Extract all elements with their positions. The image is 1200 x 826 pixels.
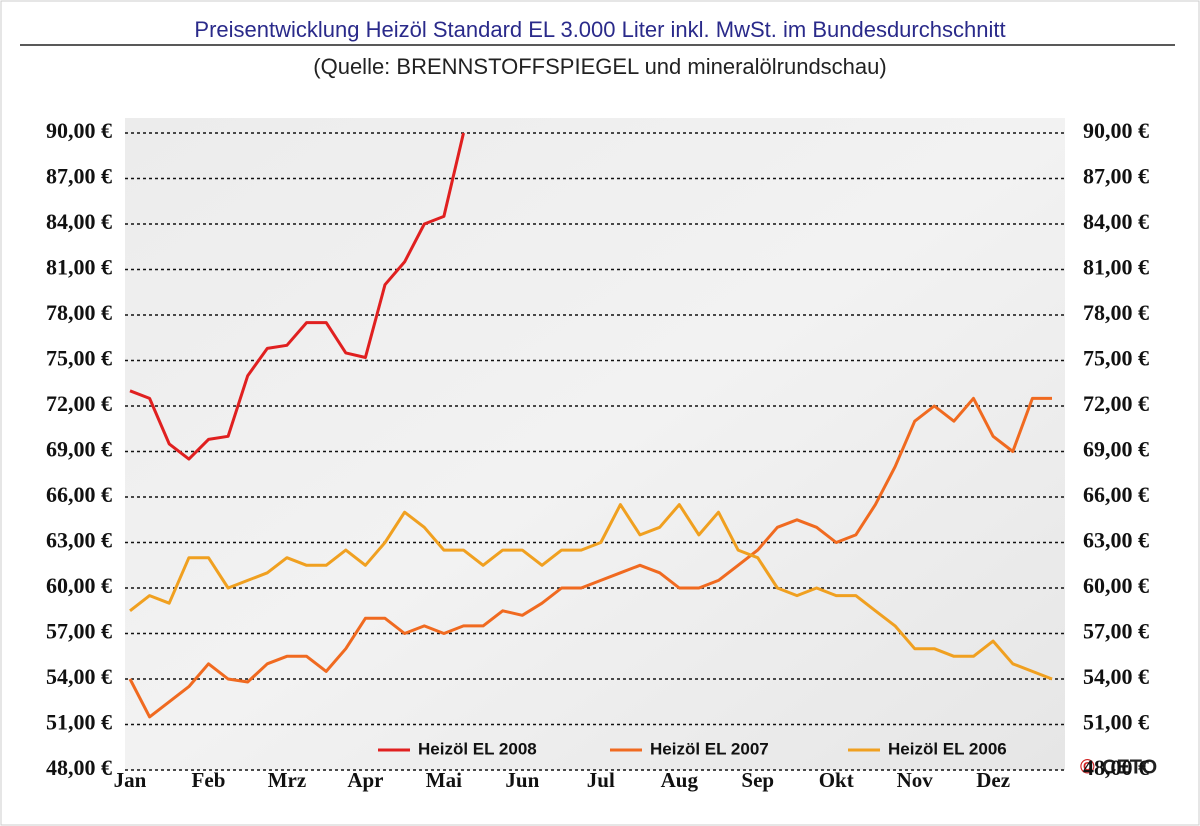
legend-label: Heizöl EL 2008: [418, 739, 537, 758]
y2-tick-label: 69,00 €: [1083, 437, 1149, 462]
x-tick-label: Okt: [819, 768, 854, 792]
y-tick-label: 84,00 €: [46, 209, 112, 234]
y-tick-label: 63,00 €: [46, 528, 112, 553]
y2-tick-label: 66,00 €: [1083, 482, 1149, 507]
x-tick-label: Dez: [976, 768, 1010, 792]
chart-subtitle: (Quelle: BRENNSTOFFSPIEGEL und mineralöl…: [313, 54, 886, 79]
y2-tick-label: 78,00 €: [1083, 300, 1149, 325]
y2-tick-label: 60,00 €: [1083, 573, 1149, 598]
y-tick-label: 51,00 €: [46, 710, 112, 735]
x-tick-label: Sep: [741, 768, 774, 792]
x-tick-label: Nov: [897, 768, 934, 792]
y2-tick-label: 54,00 €: [1083, 664, 1149, 689]
y-tick-label: 75,00 €: [46, 346, 112, 371]
y-tick-label: 48,00 €: [46, 755, 112, 780]
x-tick-label: Mai: [426, 768, 462, 792]
y2-tick-label: 87,00 €: [1083, 164, 1149, 189]
x-tick-label: Jan: [114, 768, 147, 792]
y-tick-label: 54,00 €: [46, 664, 112, 689]
x-tick-label: Feb: [192, 768, 226, 792]
y-tick-label: 87,00 €: [46, 164, 112, 189]
series-line: [129, 503, 1053, 681]
series-line: [129, 132, 465, 461]
legend-label: Heizöl EL 2006: [888, 739, 1007, 758]
y-tick-label: 72,00 €: [46, 391, 112, 416]
legend-label: Heizöl EL 2007: [650, 739, 769, 758]
x-tick-label: Jul: [587, 768, 615, 792]
x-tick-label: Apr: [347, 768, 383, 792]
x-tick-label: Jun: [505, 768, 539, 792]
series-line: [128, 396, 1052, 719]
y-tick-label: 57,00 €: [46, 619, 112, 644]
y-tick-label: 69,00 €: [46, 437, 112, 462]
y2-tick-label: 72,00 €: [1083, 391, 1149, 416]
y2-tick-label: 75,00 €: [1083, 346, 1149, 371]
copyright: ©: [1080, 756, 1095, 778]
y-tick-label: 90,00 €: [46, 118, 112, 143]
y-tick-label: 81,00 €: [46, 255, 112, 280]
y-tick-label: 78,00 €: [46, 300, 112, 325]
y2-tick-label: 63,00 €: [1083, 528, 1149, 553]
y2-tick-label: 57,00 €: [1083, 619, 1149, 644]
y-tick-label: 60,00 €: [46, 573, 112, 598]
x-tick-label: Mrz: [268, 768, 306, 792]
plot-area: [125, 118, 1065, 770]
chart-title: Preisentwicklung Heizöl Standard EL 3.00…: [194, 17, 1005, 42]
y2-tick-label: 84,00 €: [1083, 209, 1149, 234]
y2-tick-label: 81,00 €: [1083, 255, 1149, 280]
y2-tick-label: 90,00 €: [1083, 118, 1149, 143]
y-tick-label: 66,00 €: [46, 482, 112, 507]
x-tick-label: Aug: [661, 768, 699, 792]
logo: CETO: [1102, 756, 1157, 778]
y2-tick-label: 51,00 €: [1083, 710, 1149, 735]
y2-tick-label: 48,00 €: [1083, 755, 1149, 780]
